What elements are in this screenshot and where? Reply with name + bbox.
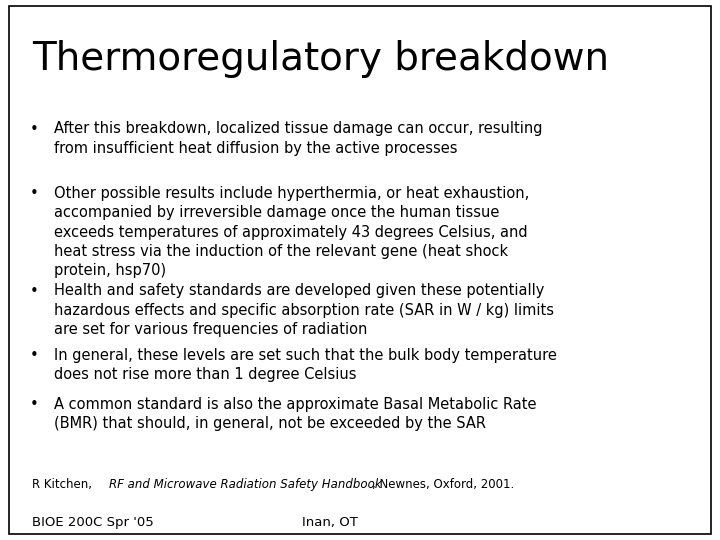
Text: RF and Microwave Radiation Safety Handbook: RF and Microwave Radiation Safety Handbo… (109, 478, 382, 491)
Text: •: • (30, 122, 39, 137)
Text: •: • (30, 397, 39, 412)
Text: Thermoregulatory breakdown: Thermoregulatory breakdown (32, 40, 609, 78)
Text: Inan, OT: Inan, OT (302, 516, 359, 529)
Text: Other possible results include hyperthermia, or heat exhaustion,
accompanied by : Other possible results include hyperther… (54, 186, 529, 278)
Text: A common standard is also the approximate Basal Metabolic Rate
(BMR) that should: A common standard is also the approximat… (54, 397, 536, 431)
Text: In general, these levels are set such that the bulk body temperature
does not ri: In general, these levels are set such th… (54, 348, 557, 382)
Text: R Kitchen,: R Kitchen, (32, 478, 96, 491)
Text: •: • (30, 284, 39, 299)
Text: After this breakdown, localized tissue damage can occur, resulting
from insuffic: After this breakdown, localized tissue d… (54, 122, 542, 156)
Text: •: • (30, 348, 39, 363)
Text: •: • (30, 186, 39, 201)
Text: , Newnes, Oxford, 2001.: , Newnes, Oxford, 2001. (372, 478, 514, 491)
Text: Health and safety standards are developed given these potentially
hazardous effe: Health and safety standards are develope… (54, 284, 554, 337)
Text: BIOE 200C Spr '05: BIOE 200C Spr '05 (32, 516, 154, 529)
